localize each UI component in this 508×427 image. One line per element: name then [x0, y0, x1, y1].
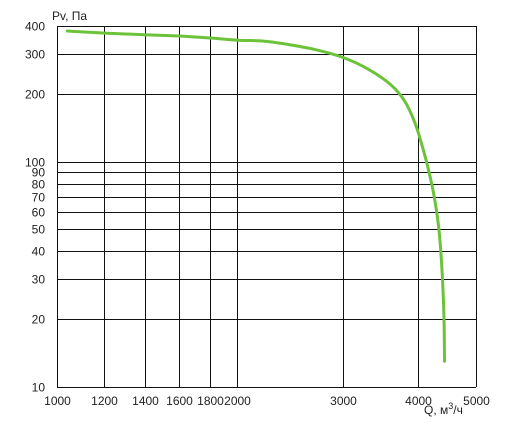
grid-lines	[57, 26, 477, 388]
y-tick-label-80: 80	[32, 178, 46, 192]
y-tick-label-300: 300	[25, 48, 45, 62]
y-tick-label-400: 400	[25, 20, 45, 34]
y-tick-label-30: 30	[32, 273, 46, 287]
series-line-0	[65, 29, 446, 363]
y-tick-label-100: 100	[25, 156, 45, 170]
y-tick-label-90: 90	[32, 166, 46, 180]
x-tick-label-4000: 4000	[405, 394, 432, 408]
y-axis-label: Pv, Па	[52, 9, 87, 23]
y-tick-label-60: 60	[32, 206, 46, 220]
x-tick-label-1400: 1400	[132, 394, 159, 408]
x-axis-label-text: Q, м	[424, 403, 448, 417]
tick-labels: 1000 1200 1400 1600 1800 2000 3000 4000 5000 10 20…	[25, 20, 490, 409]
x-tick-label-2000: 2000	[224, 394, 251, 408]
x-tick-label-1200: 1200	[91, 394, 118, 408]
x-axis-label: Q, м3/ч	[424, 401, 463, 417]
x-tick-label-1800: 1800	[197, 394, 224, 408]
x-tick-label-1000: 1000	[44, 394, 71, 408]
y-tick-label-10: 10	[32, 381, 46, 395]
y-tick-label-70: 70	[32, 191, 46, 205]
y-tick-label-200: 200	[25, 88, 45, 102]
x-axis-label-superscript: 3	[448, 401, 453, 411]
y-tick-label-20: 20	[32, 313, 46, 327]
y-tick-label-40: 40	[32, 245, 46, 259]
x-tick-label-3000: 3000	[330, 394, 357, 408]
x-tick-label-1600: 1600	[166, 394, 193, 408]
x-axis-label-suffix: /ч	[453, 403, 463, 417]
x-tick-label-5000: 5000	[463, 394, 490, 408]
curve-layer	[65, 29, 446, 363]
y-tick-label-50: 50	[32, 223, 46, 237]
